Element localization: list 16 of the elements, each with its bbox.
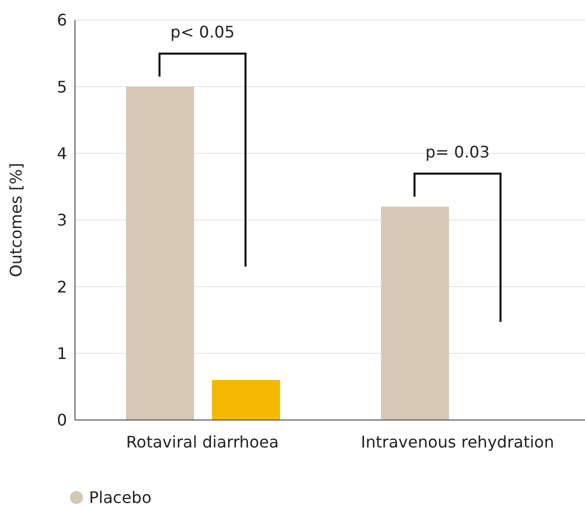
y-tick-label: 2 bbox=[56, 277, 67, 296]
y-tick-label: 6 bbox=[56, 10, 67, 30]
y-tick-label: 3 bbox=[56, 210, 67, 230]
annotation: p= 0.03 bbox=[425, 142, 490, 162]
legend-label: Placebo bbox=[89, 488, 152, 505]
y-axis-title: Outcomes [%] bbox=[6, 162, 26, 278]
bar bbox=[126, 86, 194, 420]
x-tick-label: Rotaviral diarrhoea bbox=[126, 432, 279, 452]
x-tick-label: Intravenous rehydration bbox=[360, 432, 554, 452]
bar bbox=[381, 206, 449, 420]
bar bbox=[212, 380, 280, 420]
y-tick-label: 1 bbox=[56, 344, 67, 364]
annotation: p< 0.05 bbox=[170, 22, 235, 42]
y-tick-label: 4 bbox=[56, 144, 67, 164]
y-tick-label: 5 bbox=[56, 77, 67, 96]
y-tick-label: 0 bbox=[56, 410, 67, 430]
